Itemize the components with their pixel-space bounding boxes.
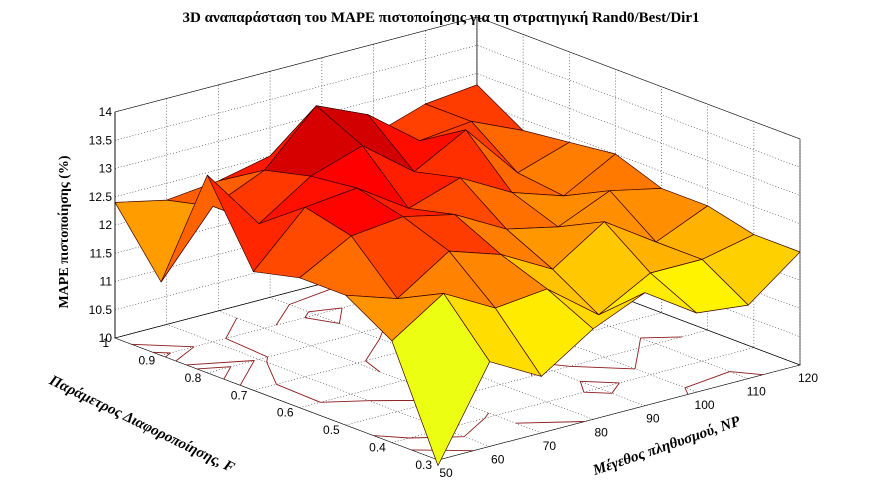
z-tick-label: 10 bbox=[99, 331, 113, 345]
z-tick-label: 10.5 bbox=[89, 303, 113, 317]
y-tick-label: 80 bbox=[594, 425, 608, 439]
y-tick-label: 120 bbox=[798, 371, 818, 385]
z-axis-label: MAPE πιστοποίησης (%) bbox=[57, 155, 72, 308]
y-gridline bbox=[269, 71, 594, 420]
z-tick-label: 11.5 bbox=[90, 246, 113, 260]
x-tick-label: 1 bbox=[102, 336, 109, 350]
x-axis-label: Παράμετρος Διαφοροποίησης, F bbox=[46, 372, 237, 476]
contour-line bbox=[152, 351, 764, 424]
z-tick-label: 13 bbox=[99, 162, 113, 176]
z-tick-label: 11 bbox=[100, 275, 113, 289]
y-tick-label: 70 bbox=[543, 439, 557, 453]
x-tick-label: 0.5 bbox=[323, 423, 340, 437]
x-tick-label: 0.7 bbox=[231, 388, 248, 402]
z-tick-label: 12.5 bbox=[89, 190, 113, 204]
x-tick-label: 0.6 bbox=[277, 406, 294, 420]
y-tick-label: 100 bbox=[695, 398, 715, 412]
z-tick-label: 14 bbox=[99, 105, 113, 119]
y-tick-label: 60 bbox=[491, 452, 505, 466]
surface-layer bbox=[114, 84, 801, 466]
tick-labels: 10 10.5 11 11.5 12 12.5 13 13.5 14 0.3 0.4 0.5 0.6 0.… bbox=[89, 105, 819, 480]
y-tick-label: 90 bbox=[646, 412, 660, 426]
y-axis-label: Μέγεθος πληθυσμού, NP bbox=[590, 413, 743, 479]
z-tick-label: 13.5 bbox=[89, 133, 113, 147]
x-tick-label: 0.8 bbox=[185, 371, 202, 385]
chart-title: 3D αναπαράσταση του MAPE πιστοποίησης γι… bbox=[183, 10, 700, 26]
surface-patch bbox=[391, 293, 491, 466]
x-tick-label: 0.4 bbox=[369, 441, 386, 455]
x-tick-label: 0.9 bbox=[138, 353, 155, 367]
z-tick-label: 12 bbox=[99, 218, 113, 232]
y-gridline bbox=[218, 84, 542, 434]
y-tick-label: 110 bbox=[747, 385, 766, 399]
contour-line bbox=[304, 307, 343, 324]
y-tick-label: 50 bbox=[439, 466, 453, 480]
y-gridline bbox=[166, 98, 490, 447]
x-tick-label: 0.3 bbox=[415, 458, 432, 472]
